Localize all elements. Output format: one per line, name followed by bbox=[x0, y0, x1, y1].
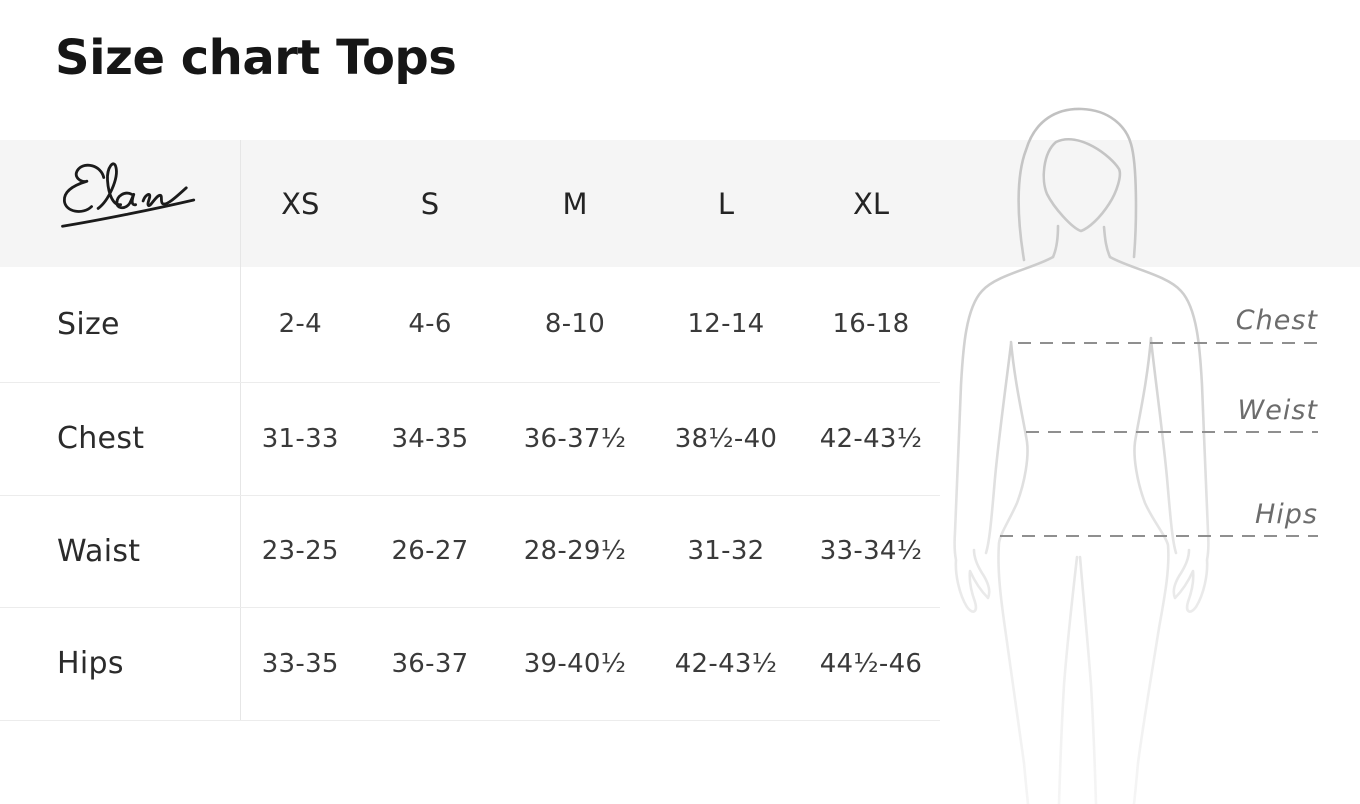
size-header-row: XS S M L XL bbox=[0, 140, 940, 267]
measure-label-chest: Chest bbox=[1235, 305, 1318, 336]
col-header-xs: XS bbox=[281, 186, 320, 221]
cell-value: 38½-40 bbox=[650, 382, 802, 496]
cell-value: 42-43½ bbox=[650, 607, 802, 721]
cell-value: 33-34½ bbox=[802, 495, 940, 608]
measure-line-chest bbox=[1018, 342, 1318, 344]
cell-value: 28-29½ bbox=[500, 495, 650, 608]
cell-value: 34-35 bbox=[360, 382, 500, 496]
table-row-chest: Chest 31-33 34-35 36-37½ 38½-40 42-43½ bbox=[0, 382, 940, 496]
cell-value: 26-27 bbox=[360, 495, 500, 608]
measure-line-hips bbox=[1000, 535, 1318, 537]
left-arm-inner bbox=[984, 342, 1013, 555]
cell-value: 31-32 bbox=[650, 495, 802, 608]
cell-value: 12-14 bbox=[650, 267, 802, 383]
row-label: Chest bbox=[0, 382, 241, 496]
row-label: Waist bbox=[0, 495, 241, 608]
cell-value: 16-18 bbox=[802, 267, 940, 383]
cell-value: 31-33 bbox=[240, 382, 360, 496]
col-header-s: S bbox=[420, 186, 440, 221]
col-header-m: M bbox=[562, 186, 588, 221]
cell-value: 2-4 bbox=[240, 267, 360, 383]
table-row-waist: Waist 23-25 26-27 28-29½ 31-32 33-34½ bbox=[0, 495, 940, 608]
cell-value: 44½-46 bbox=[802, 607, 940, 721]
inner-leg-right bbox=[1078, 555, 1098, 804]
measure-label-weist: Weist bbox=[1237, 395, 1318, 426]
row-label: Size bbox=[0, 267, 241, 383]
size-chart-table: XS S M L XL Size 2-4 4-6 8-10 12-14 16-1… bbox=[0, 140, 940, 721]
cell-value: 36-37 bbox=[360, 607, 500, 721]
cell-value: 8-10 bbox=[500, 267, 650, 383]
cell-value: 39-40½ bbox=[500, 607, 650, 721]
cell-value: 23-25 bbox=[240, 495, 360, 608]
elan-signature-icon bbox=[61, 162, 196, 228]
inner-leg-left bbox=[1057, 555, 1079, 804]
elan-logo bbox=[55, 154, 205, 246]
cell-value: 33-35 bbox=[240, 607, 360, 721]
page-title: Size chart Tops bbox=[55, 30, 457, 86]
col-header-xl: XL bbox=[852, 186, 890, 221]
cell-value: 4-6 bbox=[360, 267, 500, 383]
table-row-hips: Hips 33-35 36-37 39-40½ 42-43½ 44½-46 bbox=[0, 607, 940, 721]
measure-line-weist bbox=[1026, 431, 1318, 433]
row-label: Hips bbox=[0, 607, 241, 721]
cell-value: 42-43½ bbox=[802, 382, 940, 496]
measure-label-hips: Hips bbox=[1254, 499, 1318, 530]
table-row-size: Size 2-4 4-6 8-10 12-14 16-18 bbox=[0, 267, 940, 383]
logo-cell bbox=[0, 140, 241, 267]
cell-value: 36-37½ bbox=[500, 382, 650, 496]
col-header-l: L bbox=[717, 186, 735, 221]
